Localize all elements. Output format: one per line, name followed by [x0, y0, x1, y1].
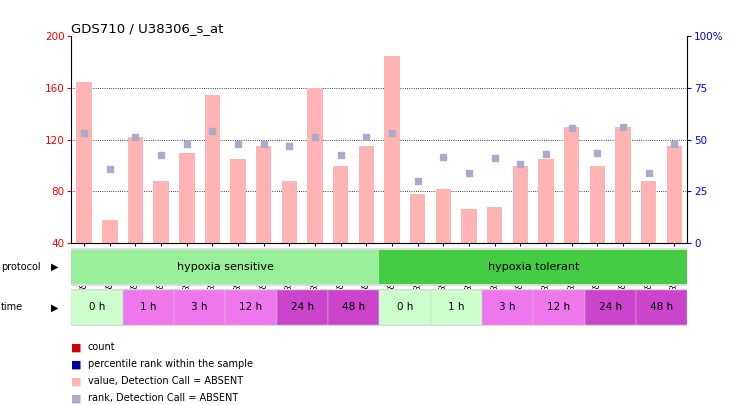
- Text: ▶: ▶: [51, 262, 59, 272]
- Bar: [385, 56, 400, 243]
- Bar: [282, 181, 297, 243]
- Bar: [307, 88, 323, 243]
- Text: 24 h: 24 h: [291, 303, 314, 312]
- Text: ■: ■: [71, 376, 82, 386]
- Text: rank, Detection Call = ABSENT: rank, Detection Call = ABSENT: [88, 393, 238, 403]
- Text: value, Detection Call = ABSENT: value, Detection Call = ABSENT: [88, 376, 243, 386]
- Text: GDS710 / U38306_s_at: GDS710 / U38306_s_at: [71, 22, 224, 35]
- Text: 3 h: 3 h: [192, 303, 208, 312]
- Text: time: time: [1, 303, 23, 312]
- Bar: [482, 290, 533, 324]
- Bar: [179, 153, 195, 243]
- Bar: [128, 137, 143, 243]
- Bar: [71, 290, 122, 324]
- Text: ▶: ▶: [51, 303, 59, 312]
- Bar: [77, 82, 92, 243]
- Bar: [590, 166, 605, 243]
- Text: 1 h: 1 h: [140, 303, 156, 312]
- Bar: [636, 290, 687, 324]
- Text: 0 h: 0 h: [89, 303, 105, 312]
- Text: 12 h: 12 h: [547, 303, 571, 312]
- Bar: [225, 290, 276, 324]
- Bar: [538, 159, 553, 243]
- Text: 1 h: 1 h: [448, 303, 464, 312]
- Bar: [174, 290, 225, 324]
- Text: hypoxia sensitive: hypoxia sensitive: [177, 262, 273, 272]
- Bar: [513, 166, 528, 243]
- Bar: [564, 127, 580, 243]
- Text: ■: ■: [71, 393, 82, 403]
- Bar: [359, 146, 374, 243]
- Bar: [205, 94, 220, 243]
- Bar: [584, 290, 636, 324]
- Text: count: count: [88, 342, 116, 352]
- Bar: [667, 146, 682, 243]
- Text: 48 h: 48 h: [650, 303, 673, 312]
- Bar: [379, 290, 430, 324]
- Bar: [461, 209, 477, 243]
- Bar: [256, 146, 272, 243]
- Bar: [231, 159, 246, 243]
- Bar: [102, 220, 117, 243]
- Bar: [328, 290, 379, 324]
- Text: percentile rank within the sample: percentile rank within the sample: [88, 359, 253, 369]
- Text: hypoxia tolerant: hypoxia tolerant: [487, 262, 579, 272]
- Text: protocol: protocol: [1, 262, 41, 272]
- Text: 24 h: 24 h: [599, 303, 622, 312]
- Bar: [276, 290, 328, 324]
- Text: ■: ■: [71, 342, 82, 352]
- Bar: [153, 181, 169, 243]
- Bar: [641, 181, 656, 243]
- Bar: [436, 189, 451, 243]
- Bar: [533, 290, 584, 324]
- Bar: [615, 127, 631, 243]
- Text: 12 h: 12 h: [240, 303, 263, 312]
- Bar: [487, 207, 502, 243]
- Bar: [430, 290, 482, 324]
- Bar: [333, 166, 348, 243]
- Text: 0 h: 0 h: [397, 303, 413, 312]
- Text: 3 h: 3 h: [499, 303, 516, 312]
- Bar: [410, 194, 425, 243]
- Bar: [122, 290, 174, 324]
- Bar: [71, 250, 379, 284]
- Text: 48 h: 48 h: [342, 303, 365, 312]
- Text: ■: ■: [71, 359, 82, 369]
- Bar: [379, 250, 687, 284]
